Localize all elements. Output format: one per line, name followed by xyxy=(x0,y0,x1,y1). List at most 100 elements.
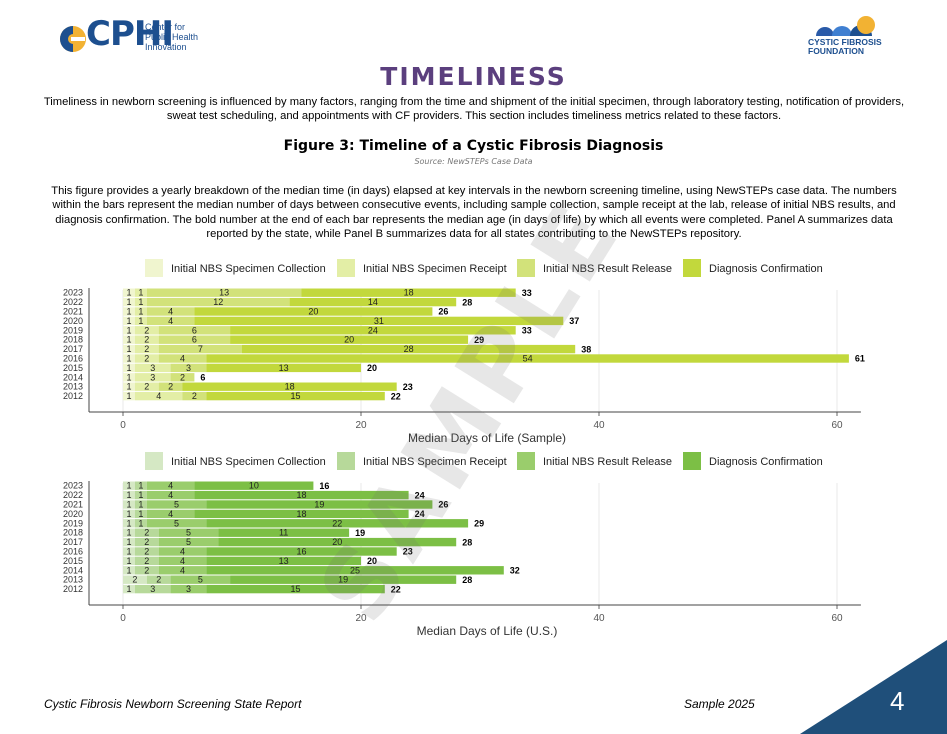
bar-segment xyxy=(146,297,290,307)
legend-swatch xyxy=(683,452,701,470)
footer-report-title: Cystic Fibrosis Newborn Screening State … xyxy=(44,697,302,711)
bar-value-label: 4 xyxy=(168,307,173,317)
bar-segment xyxy=(170,584,207,594)
bar-value-label: 1 xyxy=(126,335,131,345)
bar-value-label: 1 xyxy=(126,500,131,510)
legend-label: Initial NBS Specimen Receipt xyxy=(363,456,507,468)
bar-value-label: 28 xyxy=(404,344,414,354)
bar-value-label: 1 xyxy=(126,297,131,307)
bar-segment xyxy=(123,490,135,500)
bar-value-label: 1 xyxy=(138,509,143,519)
y-tick-label: 2019 xyxy=(63,518,83,528)
bar-segment xyxy=(206,391,385,401)
bar-segment xyxy=(123,528,135,537)
bar-value-label: 15 xyxy=(291,391,301,401)
bar-value-label: 1 xyxy=(126,391,131,401)
bar-value-label: 16 xyxy=(296,547,306,557)
bar-value-label: 2 xyxy=(144,528,149,538)
bar-segment xyxy=(134,363,171,373)
bar-segment xyxy=(146,490,195,500)
legend-swatch xyxy=(145,452,163,470)
bar-total-label: 38 xyxy=(581,344,591,354)
bar-value-label: 13 xyxy=(279,556,289,566)
y-tick-label: 2023 xyxy=(63,288,83,298)
bar-segment xyxy=(123,288,135,297)
bar-value-label: 5 xyxy=(174,500,179,510)
legend-swatch xyxy=(337,452,355,470)
intro-paragraph: Timeliness in newborn screening is influ… xyxy=(43,96,905,122)
bar-value-label: 22 xyxy=(332,518,342,528)
x-tick-label: 0 xyxy=(120,613,126,624)
bar-value-label: 1 xyxy=(126,490,131,500)
x-tick-label: 20 xyxy=(355,613,367,624)
x-tick-label: 60 xyxy=(831,420,843,431)
page-number: 4 xyxy=(890,686,905,716)
bar-value-label: 20 xyxy=(332,537,342,547)
y-tick-label: 2018 xyxy=(63,528,83,538)
bar-segment xyxy=(134,519,147,528)
bar-segment xyxy=(134,547,159,556)
y-tick-label: 2014 xyxy=(63,372,83,382)
bar-value-label: 1 xyxy=(126,556,131,566)
bar-value-label: 4 xyxy=(180,565,185,575)
bar-value-label: 2 xyxy=(144,344,149,354)
bar-value-label: 18 xyxy=(404,288,414,298)
bar-segment xyxy=(206,584,385,594)
bar-value-label: 2 xyxy=(168,382,173,392)
legend-label: Initial NBS Result Release xyxy=(543,456,672,468)
y-tick-label: 2018 xyxy=(63,335,83,345)
bar-segment xyxy=(146,288,302,297)
bar-segment xyxy=(123,297,135,307)
legend-swatch xyxy=(517,259,535,277)
bar-segment xyxy=(170,575,231,584)
bar-segment xyxy=(134,537,159,547)
bar-segment xyxy=(301,288,516,297)
bar-value-label: 3 xyxy=(150,363,155,373)
y-tick-label: 2013 xyxy=(63,382,83,392)
bar-value-label: 5 xyxy=(174,518,179,528)
cff-logo-text: CYSTIC FIBROSIS FOUNDATION xyxy=(808,37,882,56)
bar-segment xyxy=(206,556,361,566)
y-tick-label: 2017 xyxy=(63,537,83,547)
bar-segment xyxy=(123,335,135,344)
legend-swatch xyxy=(517,452,535,470)
bar-total-label: 29 xyxy=(474,335,484,345)
timeline-chart-us: Initial NBS Specimen Collection Initial N… xyxy=(63,452,861,638)
bar-value-label: 2 xyxy=(180,372,185,382)
bar-value-label: 1 xyxy=(126,344,131,354)
bar-segment xyxy=(134,556,159,566)
x-tick-label: 0 xyxy=(120,420,126,431)
bar-total-label: 20 xyxy=(367,363,377,373)
bar-segment xyxy=(230,575,457,584)
bar-value-label: 2 xyxy=(144,565,149,575)
bar-value-label: 2 xyxy=(132,575,137,585)
bar-value-label: 6 xyxy=(192,335,197,345)
bar-segment xyxy=(230,326,516,335)
bar-segment xyxy=(134,382,159,391)
y-tick-label: 2015 xyxy=(63,556,83,566)
bar-total-label: 32 xyxy=(510,566,520,576)
bar-value-label: 11 xyxy=(279,528,288,538)
bar-segment xyxy=(134,566,159,575)
bar-value-label: 3 xyxy=(186,584,191,594)
bar-segment xyxy=(134,316,147,326)
y-tick-label: 2012 xyxy=(63,584,83,594)
bar-value-label: 1 xyxy=(138,481,143,491)
bar-value-label: 5 xyxy=(186,537,191,547)
bar-value-label: 1 xyxy=(126,547,131,557)
bar-segment xyxy=(123,382,135,391)
legend-swatch xyxy=(145,259,163,277)
x-tick-label: 40 xyxy=(593,420,605,431)
bar-value-label: 20 xyxy=(344,335,354,345)
bar-segment xyxy=(134,481,147,490)
bar-value-label: 4 xyxy=(168,481,173,491)
bar-value-label: 1 xyxy=(138,500,143,510)
bar-total-label: 26 xyxy=(438,500,448,510)
legend-label: Diagnosis Confirmation xyxy=(709,263,823,275)
bar-value-label: 5 xyxy=(198,575,203,585)
y-tick-label: 2014 xyxy=(63,565,83,575)
bar-value-label: 2 xyxy=(144,547,149,557)
bar-value-label: 1 xyxy=(126,307,131,317)
bar-segment xyxy=(158,354,207,363)
bar-value-label: 18 xyxy=(296,490,306,500)
